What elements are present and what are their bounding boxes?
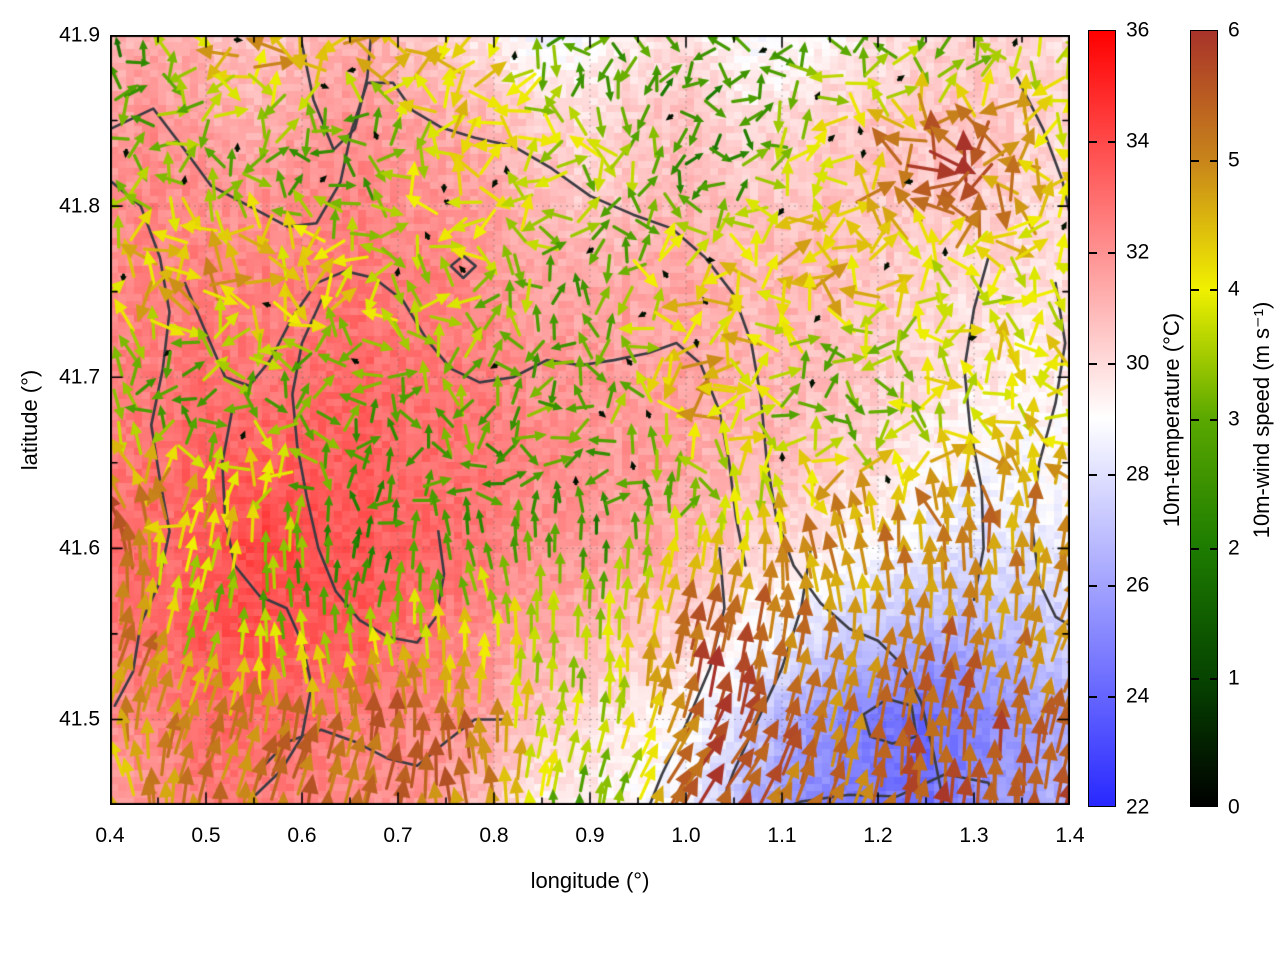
y-tick-label: 41.9 [59, 23, 100, 47]
colorbar-tick-mark [1210, 289, 1218, 291]
colorbar-tick-mark [1191, 548, 1199, 550]
map-plot-canvas [110, 35, 1070, 805]
colorbar-tick-label: 36 [1126, 18, 1150, 42]
colorbar-tick-mark [1089, 696, 1097, 698]
colorbar-tick-label: 22 [1126, 795, 1150, 819]
colorbar-tick-mark [1191, 159, 1199, 162]
colorbar-tick-mark [1108, 363, 1116, 365]
colorbar-tick-label: 28 [1126, 462, 1150, 486]
colorbar-tick-mark [1089, 363, 1097, 365]
colorbar-tick-mark [1210, 677, 1218, 680]
colorbar-tick-mark [1191, 418, 1199, 421]
y-tick-label: 41.5 [59, 707, 100, 731]
x-tick-label: 1.3 [959, 824, 989, 847]
colorbar-tick-mark [1108, 252, 1116, 254]
x-tick-label: 0.6 [287, 824, 317, 847]
colorbar-tick-label: 6 [1228, 18, 1240, 42]
colorbar-tick-mark [1108, 696, 1116, 698]
y-tick-label: 41.6 [59, 536, 100, 560]
wind-colorbar-title: 10m-wind speed (m s⁻¹) [1249, 301, 1274, 539]
colorbar-tick-label: 24 [1126, 684, 1150, 708]
x-axis-title: longitude (°) [530, 868, 650, 893]
y-tick-label: 41.8 [59, 194, 100, 218]
colorbar-tick-mark [1210, 548, 1218, 550]
colorbar-tick-mark [1108, 585, 1116, 587]
colorbar-tick-mark [1108, 474, 1116, 476]
colorbar-tick-label: 3 [1228, 407, 1240, 430]
y-axis-title: latitude (°) [17, 369, 42, 471]
x-tick-label: 1.0 [671, 824, 701, 847]
temperature-colorbar-title: 10m-temperature (°C) [1159, 312, 1184, 528]
x-tick-label: 1.2 [863, 824, 893, 847]
colorbar-tick-label: 30 [1126, 351, 1150, 375]
colorbar-tick-label: 4 [1228, 277, 1240, 301]
colorbar-tick-mark [1191, 677, 1199, 680]
colorbar-tick-label: 26 [1126, 573, 1150, 597]
colorbar-tick-mark [1089, 252, 1097, 254]
colorbar-tick-label: 5 [1228, 148, 1240, 171]
colorbar-tick-label: 34 [1126, 129, 1150, 153]
colorbar-tick-label: 2 [1228, 536, 1240, 560]
x-tick-label: 1.4 [1055, 824, 1085, 847]
colorbar-tick-mark [1210, 418, 1218, 421]
x-tick-label: 1.1 [767, 824, 797, 847]
colorbar-tick-mark [1210, 159, 1218, 162]
colorbar-tick-mark [1089, 585, 1097, 587]
y-tick-label: 41.7 [59, 365, 100, 389]
x-tick-label: 0.8 [479, 824, 509, 847]
x-tick-label: 0.9 [575, 824, 605, 847]
x-tick-label: 0.7 [383, 824, 413, 847]
colorbar-tick-mark [1089, 141, 1097, 143]
colorbar-tick-mark [1108, 141, 1116, 143]
colorbar-tick-label: 1 [1228, 666, 1240, 689]
colorbar-tick-label: 0 [1228, 795, 1240, 819]
temperature-colorbar [1088, 30, 1116, 807]
colorbar-tick-label: 32 [1126, 240, 1150, 264]
wind-colorbar [1190, 30, 1218, 807]
x-tick-label: 0.4 [95, 824, 125, 847]
colorbar-tick-mark [1191, 289, 1199, 291]
x-tick-label: 0.5 [191, 824, 221, 847]
colorbar-tick-mark [1089, 474, 1097, 476]
